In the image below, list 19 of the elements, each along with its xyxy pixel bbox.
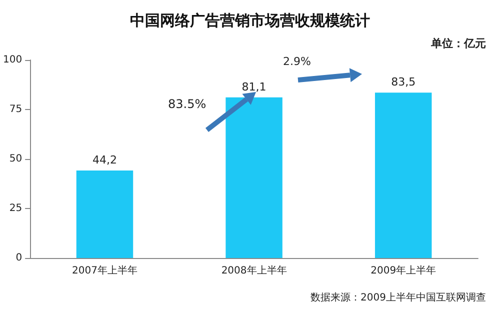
- y-tick-label: 0: [16, 252, 22, 264]
- x-tick-label: 2007年上半年: [72, 264, 138, 276]
- y-tick-label: 25: [9, 203, 22, 214]
- data-label: 44,2: [92, 153, 117, 166]
- y-tick-label: 100: [2, 54, 22, 66]
- chart-title: 中国网络广告营销市场营收规模统计: [130, 12, 370, 30]
- x-tick-label: 2008年上半年: [221, 264, 287, 276]
- source-note: 数据来源：2009上半年中国互联网调查: [310, 292, 486, 304]
- data-label: 83,5: [391, 76, 416, 89]
- data-label: 81,1: [242, 80, 266, 94]
- y-tick-label: 50: [9, 154, 22, 164]
- y-tick-label: 75: [9, 104, 22, 115]
- annotation: 2.9%: [283, 55, 311, 68]
- bar: [76, 170, 134, 258]
- bar: [226, 97, 282, 258]
- x-tick-label: 2009年上半年: [370, 264, 436, 276]
- text: 单位：亿元: [430, 37, 486, 50]
- annotation: 83.5%: [168, 97, 206, 111]
- bar: [374, 92, 432, 258]
